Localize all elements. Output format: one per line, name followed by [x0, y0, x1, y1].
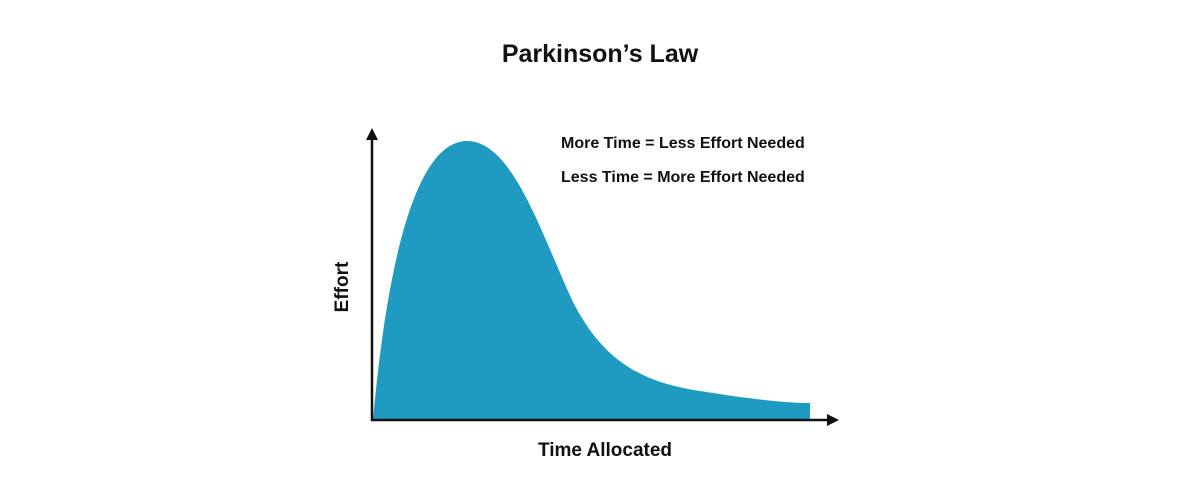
annotation-more-time: More Time = Less Effort Needed	[561, 135, 805, 152]
diagram-title: Parkinson’s Law	[501, 40, 699, 68]
x-axis-label: Time Allocated	[537, 440, 673, 461]
annotation-less-time: Less Time = More Effort Needed	[561, 169, 805, 186]
x-axis-arrow-icon	[827, 414, 839, 426]
effort-curve-area	[373, 141, 810, 420]
y-axis-label: Effort	[332, 261, 353, 313]
y-axis-arrow-icon	[366, 128, 378, 140]
